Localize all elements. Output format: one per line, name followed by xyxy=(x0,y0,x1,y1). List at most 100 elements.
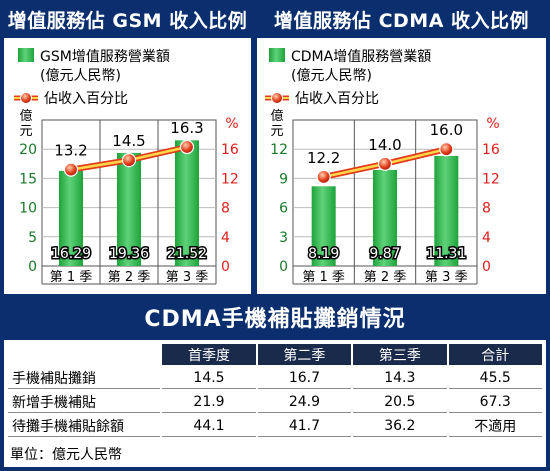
right-tick-label: 12 xyxy=(221,171,239,187)
table-cell: 24.9 xyxy=(257,391,352,413)
right-tick-label: 0 xyxy=(482,259,491,275)
left-tick-label: 9 xyxy=(279,171,288,187)
cdma-chart-title: 增值服務佔 CDMA 收入比例 xyxy=(257,4,546,38)
cdma-chart-panel: 增值服務佔 CDMA 收入比例 CDMA增值服務營業額 (億元人民幣) 佔收入百分比… xyxy=(257,4,546,294)
table-cell: 45.5 xyxy=(448,367,542,389)
table-unit-note: 單位：億元人民幣 xyxy=(10,447,122,463)
subsidy-table: 首季度 第二季 第三季 合計 手機補貼攤銷 14.5 16.7 14.3 45.… xyxy=(6,342,544,439)
bar-value-label: 9.87 xyxy=(369,246,400,262)
percent-point xyxy=(121,153,137,168)
right-tick-label: 0 xyxy=(221,259,230,275)
bar xyxy=(117,152,141,266)
right-tick-label: 4 xyxy=(221,230,230,246)
bar xyxy=(373,169,397,266)
left-tick-label: 3 xyxy=(279,230,288,246)
table-cell: 14.3 xyxy=(353,367,447,389)
bar xyxy=(311,186,336,266)
right-tick-label: 16 xyxy=(482,142,500,158)
bar-value-label: 11.31 xyxy=(426,246,466,262)
right-tick-label: 12 xyxy=(482,171,500,187)
left-axis-unit-char: 億 xyxy=(270,108,283,124)
percent-value-label: 12.2 xyxy=(307,149,340,167)
table-cell: 21.9 xyxy=(162,391,256,413)
table-row: 新增手機補貼 21.9 24.9 20.5 67.3 xyxy=(8,391,542,413)
table-header-cell: 合計 xyxy=(448,344,542,365)
percent-point xyxy=(63,162,79,177)
gsm-chart-title: 增值服務佔 GSM 收入比例 xyxy=(4,4,251,38)
left-axis-unit-char: 億 xyxy=(19,108,32,124)
gsm-chart-panel: 增值服務佔 GSM 收入比例 GSM增值服務營業額 (億元人民幣) 佔收入百分比億元… xyxy=(4,4,251,294)
table-title: CDMA手機補貼攤銷情況 xyxy=(4,300,546,340)
percent-value-label: 13.2 xyxy=(54,142,87,160)
left-tick-label: 15 xyxy=(19,171,37,187)
category-label: 第 3 季 xyxy=(166,270,209,285)
bar-value-label: 8.19 xyxy=(308,246,339,262)
table-cell: 20.5 xyxy=(353,391,447,413)
left-axis-unit-char: 元 xyxy=(270,124,283,139)
bar xyxy=(175,140,199,266)
legend-bar-unit: (億元人民幣) xyxy=(40,68,121,84)
bar-value-label: 19.36 xyxy=(109,246,149,262)
table-cell: 36.2 xyxy=(353,415,447,437)
percent-point xyxy=(377,156,393,171)
left-axis-unit-char: 元 xyxy=(19,124,32,139)
legend-line-marker xyxy=(271,92,283,104)
right-tick-label: 8 xyxy=(482,201,491,217)
percent-value-label: 16.0 xyxy=(430,121,463,139)
table-row-label: 待攤手機補貼餘額 xyxy=(8,415,161,437)
table-cell: 16.7 xyxy=(257,367,352,389)
bar-value-label: 21.52 xyxy=(167,246,207,262)
table-row: 手機補貼攤銷 14.5 16.7 14.3 45.5 xyxy=(8,367,542,389)
category-label: 第 1 季 xyxy=(302,270,345,285)
table-header-cell: 第三季 xyxy=(353,344,447,365)
right-tick-label: 4 xyxy=(482,230,491,246)
percent-value-label: 14.5 xyxy=(112,132,145,150)
percent-value-label: 14.0 xyxy=(368,136,401,154)
subsidy-table-panel: CDMA手機補貼攤銷情況 首季度 第二季 第三季 合計 手機補貼攤銷 14.5 … xyxy=(4,300,546,467)
bar xyxy=(434,155,459,266)
table-cell: 不適用 xyxy=(448,415,542,437)
category-label: 第 2 季 xyxy=(108,270,151,285)
table-header-cell: 第二季 xyxy=(257,344,352,365)
bar-value-label: 16.29 xyxy=(51,246,91,262)
legend-line-marker xyxy=(20,92,32,104)
table-cell: 67.3 xyxy=(448,391,542,413)
category-label: 第 1 季 xyxy=(50,270,93,285)
legend-bar-unit: (億元人民幣) xyxy=(291,68,372,84)
legend-bar-label: GSM增值服務營業額 xyxy=(40,49,170,65)
percent-point xyxy=(316,169,331,185)
legend-bar-swatch xyxy=(269,48,285,62)
table-header-cell: 首季度 xyxy=(162,344,256,365)
left-tick-label: 0 xyxy=(279,259,288,275)
left-tick-label: 5 xyxy=(28,230,37,246)
legend-line-label: 佔收入百分比 xyxy=(44,91,128,107)
bar xyxy=(59,170,83,266)
table-row-label: 手機補貼攤銷 xyxy=(8,367,161,389)
left-tick-label: 20 xyxy=(19,142,37,158)
table-row-label: 新增手機補貼 xyxy=(8,391,161,413)
legend-bar-swatch xyxy=(18,48,34,62)
percent-value-label: 16.3 xyxy=(170,119,203,137)
percent-point xyxy=(439,142,454,157)
table-header-row: 首季度 第二季 第三季 合計 xyxy=(8,344,542,365)
legend-bar-label: CDMA增值服務營業額 xyxy=(291,49,431,65)
category-label: 第 2 季 xyxy=(364,270,407,285)
table-row: 待攤手機補貼餘額 44.1 41.7 36.2 不適用 xyxy=(8,415,542,437)
right-tick-label: 8 xyxy=(221,201,230,217)
left-tick-label: 10 xyxy=(19,201,37,217)
table-header-cell xyxy=(8,344,161,365)
percent-point xyxy=(179,139,195,155)
table-cell: 44.1 xyxy=(162,415,256,437)
table-cell: 41.7 xyxy=(257,415,352,437)
right-axis-unit: % xyxy=(486,116,499,132)
right-tick-label: 16 xyxy=(221,142,239,158)
table-cell: 14.5 xyxy=(162,367,256,389)
left-tick-label: 6 xyxy=(279,201,288,217)
category-label: 第 3 季 xyxy=(425,270,468,285)
left-tick-label: 0 xyxy=(28,259,37,275)
right-axis-unit: % xyxy=(225,116,238,132)
legend-line-label: 佔收入百分比 xyxy=(295,91,379,107)
left-tick-label: 12 xyxy=(270,142,288,158)
